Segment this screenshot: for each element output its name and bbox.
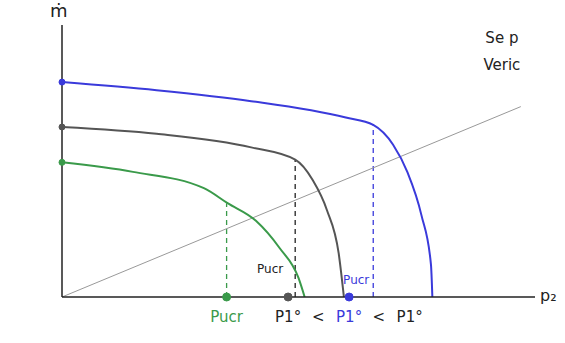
svg-text:Se p: Se p	[485, 29, 518, 47]
svg-text:P1°: P1°	[275, 308, 301, 326]
svg-text:P1°: P1°	[336, 308, 362, 326]
svg-text:Pucr: Pucr	[343, 273, 369, 287]
html-text:p₂: p₂	[540, 286, 557, 305]
svg-text:Pucr: Pucr	[210, 308, 244, 326]
svg-text:Pucr: Pucr	[257, 262, 283, 276]
svg-text:Veric: Veric	[483, 56, 520, 74]
html-text:ṁ: ṁ	[50, 0, 68, 21]
svg-text:<: <	[312, 308, 325, 326]
svg-text:<: <	[373, 308, 386, 326]
svg-text:P1°: P1°	[397, 308, 423, 326]
